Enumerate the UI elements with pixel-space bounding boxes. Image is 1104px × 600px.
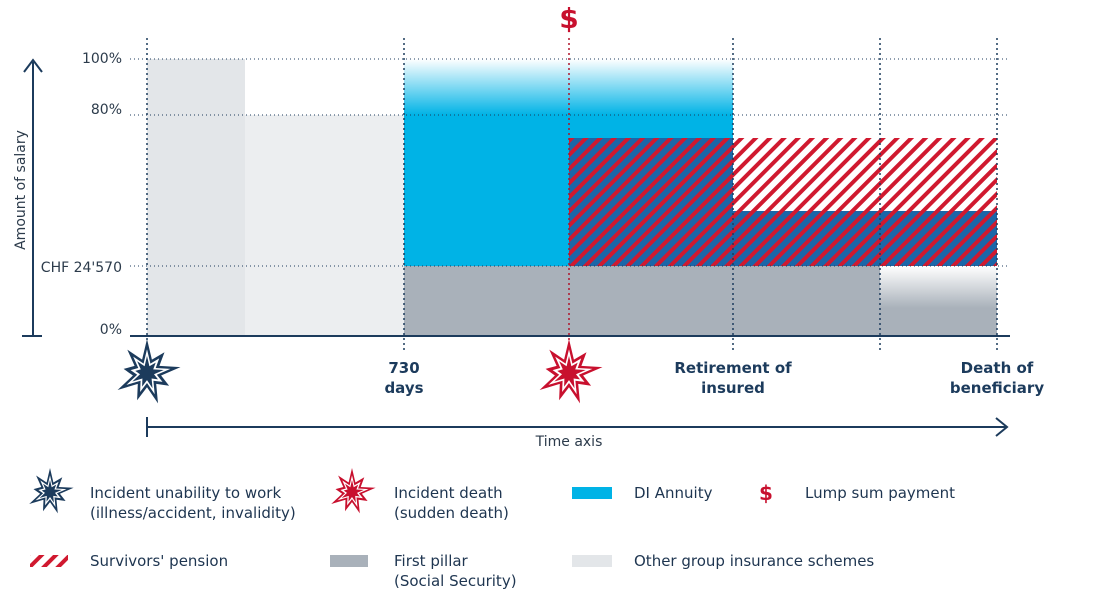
di-fade — [404, 59, 733, 115]
x-label: Death of — [961, 359, 1034, 377]
y-label: 80% — [91, 102, 122, 118]
other-schemes-area — [245, 115, 404, 336]
x-label: 730 — [388, 359, 419, 377]
star-icon — [341, 480, 364, 503]
first-pillar-fade — [880, 266, 997, 336]
legend-swatch — [572, 487, 612, 499]
star-icon — [132, 356, 164, 389]
legend-label: First pillar — [394, 552, 469, 570]
y-axis-title: Amount of salary — [13, 130, 29, 250]
areas — [147, 59, 997, 336]
other-schemes-area — [147, 59, 245, 336]
legend-label: DI Annuity — [634, 484, 713, 502]
time-axis: Time axis — [146, 417, 1009, 450]
y-label: 0% — [100, 322, 122, 338]
y-label: CHF 24'570 — [41, 260, 122, 276]
legend-label: Incident unability to work — [90, 484, 281, 502]
x-label: insured — [701, 379, 765, 397]
legend-swatch — [330, 555, 368, 567]
stars — [29, 339, 603, 514]
time-axis-arrow — [995, 417, 1009, 437]
first-pillar-area — [404, 266, 880, 336]
y-label: 100% — [82, 51, 122, 67]
star-icon — [39, 480, 62, 503]
x-labels: 730 days Retirement of insured Death of … — [384, 359, 1044, 397]
survivors-pension-area — [569, 138, 997, 266]
grid — [130, 38, 1010, 353]
legend-label: Lump sum payment — [805, 484, 955, 502]
legend-label: (sudden death) — [394, 504, 509, 522]
legend-label: (illness/accident, invalidity) — [90, 504, 296, 522]
legend-swatch — [572, 555, 612, 567]
x-label: beneficiary — [950, 379, 1044, 397]
y-axis: Amount of salary 100% 80% CHF 24'570 0% — [13, 51, 122, 338]
legend-label: Survivors' pension — [90, 552, 228, 570]
lump-sum-symbol: $ — [559, 2, 578, 35]
legend-label: (Social Security) — [394, 572, 517, 590]
legend-icon: $ — [759, 481, 773, 505]
x-label: days — [384, 379, 423, 397]
time-axis-title: Time axis — [535, 434, 603, 450]
legend: Incident unability to work (illness/acci… — [30, 481, 955, 590]
star-icon — [554, 356, 586, 389]
y-axis-arrow — [23, 58, 43, 73]
legend-swatch — [30, 555, 68, 567]
x-label: Retirement of — [674, 359, 792, 377]
legend-label: Incident death — [394, 484, 503, 502]
legend-label: Other group insurance schemes — [634, 552, 874, 570]
